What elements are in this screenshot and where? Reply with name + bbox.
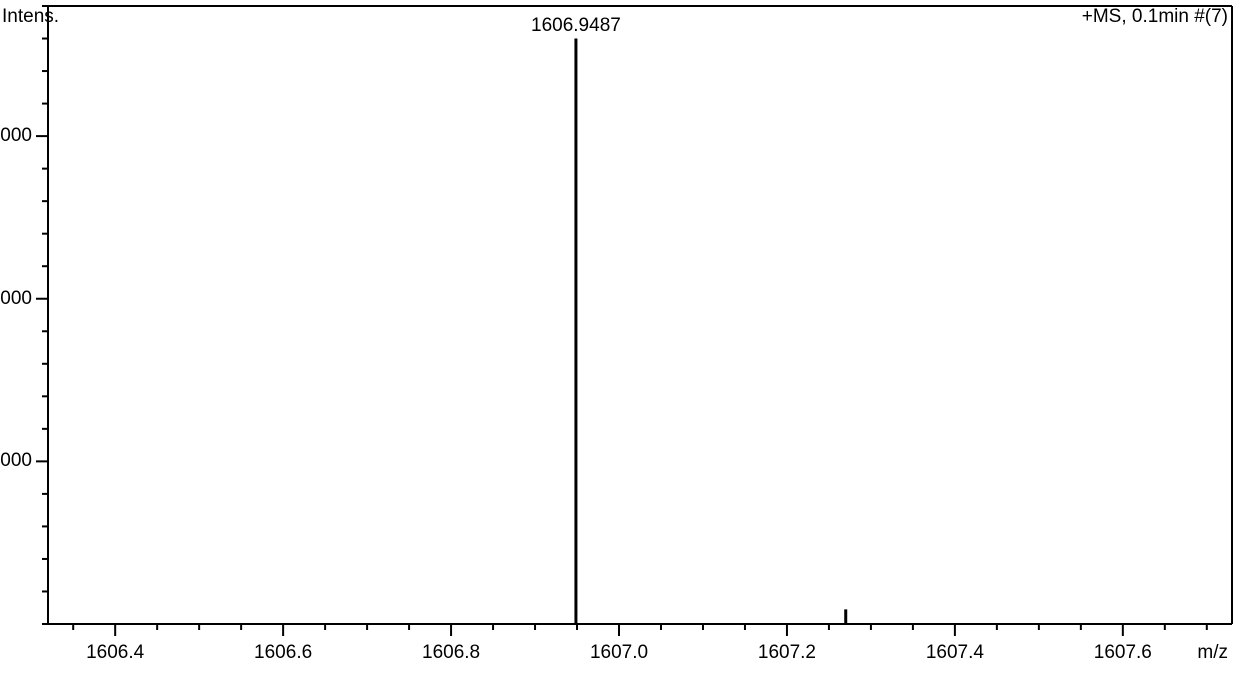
y-tick-label: 1000 — [0, 450, 32, 472]
mass-spectrum-chart: Intens. +MS, 0.1min #(7) m/z 1000 2000 300… — [0, 0, 1240, 691]
x-tick-label: 1607.0 — [590, 642, 648, 664]
x-tick-label: 1607.6 — [1094, 642, 1152, 664]
x-tick-label: 1607.2 — [758, 642, 816, 664]
x-tick-label: 1606.6 — [254, 642, 312, 664]
scan-annotation: +MS, 0.1min #(7) — [1082, 6, 1228, 28]
x-tick-label: 1606.4 — [86, 642, 144, 664]
y-tick-label: 3000 — [0, 125, 32, 147]
y-tick-label: 2000 — [0, 288, 32, 310]
x-tick-label: 1606.8 — [422, 642, 480, 664]
x-axis-title: m/z — [1197, 642, 1228, 664]
x-tick-label: 1607.4 — [926, 642, 984, 664]
chart-svg — [0, 0, 1240, 691]
y-axis-title: Intens. — [2, 6, 59, 28]
peak-label: 1606.9487 — [531, 15, 621, 37]
